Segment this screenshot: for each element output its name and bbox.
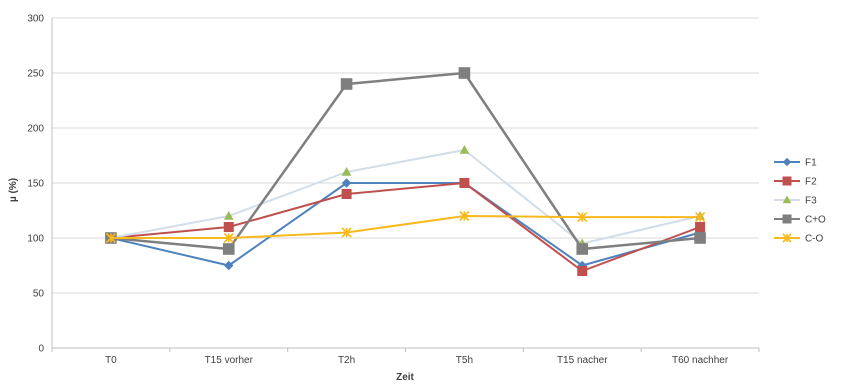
y-tick-label: 250 [27,69,44,80]
legend-marker [782,195,792,204]
x-tick-label: T2h [338,355,355,366]
data-point [341,178,352,188]
series-line [110,182,701,272]
legend: F1 F2 F3 C+O C-O [764,148,836,245]
x-tick-label: T60 nachher [672,355,729,366]
data-point [459,144,470,154]
legend-item: C+O [774,214,826,226]
legend-label: F3 [805,196,817,207]
data-point [341,166,352,176]
data-point [577,266,588,276]
y-tick-label: 150 [27,179,44,190]
data-point [341,227,352,238]
legend-item: F3 [774,195,817,207]
data-point [694,232,706,244]
y-tick-label: 300 [27,14,44,25]
data-point [223,210,234,220]
x-tick-label: T0 [105,355,117,366]
data-point [458,67,471,79]
x-tick-label: T5h [456,355,473,366]
series-line [110,71,701,251]
data-point [459,210,470,222]
data-point [341,189,352,199]
series-line [110,215,701,239]
data-point [105,232,116,244]
legend-label: C-O [805,234,824,245]
legend-marker [782,233,792,243]
legend-label: F2 [805,177,817,188]
data-point [223,232,234,244]
data-point [695,222,706,232]
series-lines [105,67,706,276]
x-tick-label: T15 vorher [205,355,254,366]
series-f3 [106,144,705,248]
data-point [577,212,588,223]
series-line [110,149,701,245]
data-point [576,243,589,255]
legend-item: F1 [774,158,817,169]
y-axis-title: µ (%) [8,178,19,202]
y-tick-label: 100 [27,234,44,245]
y-tick-label: 200 [27,124,44,135]
data-point [222,243,235,255]
legend-label: C+O [805,215,826,226]
series-f2 [105,178,706,276]
legend-marker [782,214,792,224]
legend-marker [782,157,792,167]
legend-marker [782,176,792,186]
data-point [223,222,234,232]
y-tick-label: 0 [38,344,44,355]
y-tick-label: 50 [33,289,45,300]
legend-label: F1 [805,158,817,169]
x-tick-label: T15 nacher [557,355,608,366]
data-point [340,78,353,90]
axes: 0 50 100 150 200 250 300 T0 T15 vorher T2h T5h T15 … [27,14,760,366]
data-point [695,212,706,223]
series-line [110,182,701,267]
legend-item: F2 [774,176,817,188]
series-c-o [105,210,706,244]
data-point [224,260,234,271]
x-axis-title: Zeit [396,372,414,383]
legend-box [764,148,836,244]
legend-item: C-O [774,233,824,245]
data-point [459,178,470,188]
